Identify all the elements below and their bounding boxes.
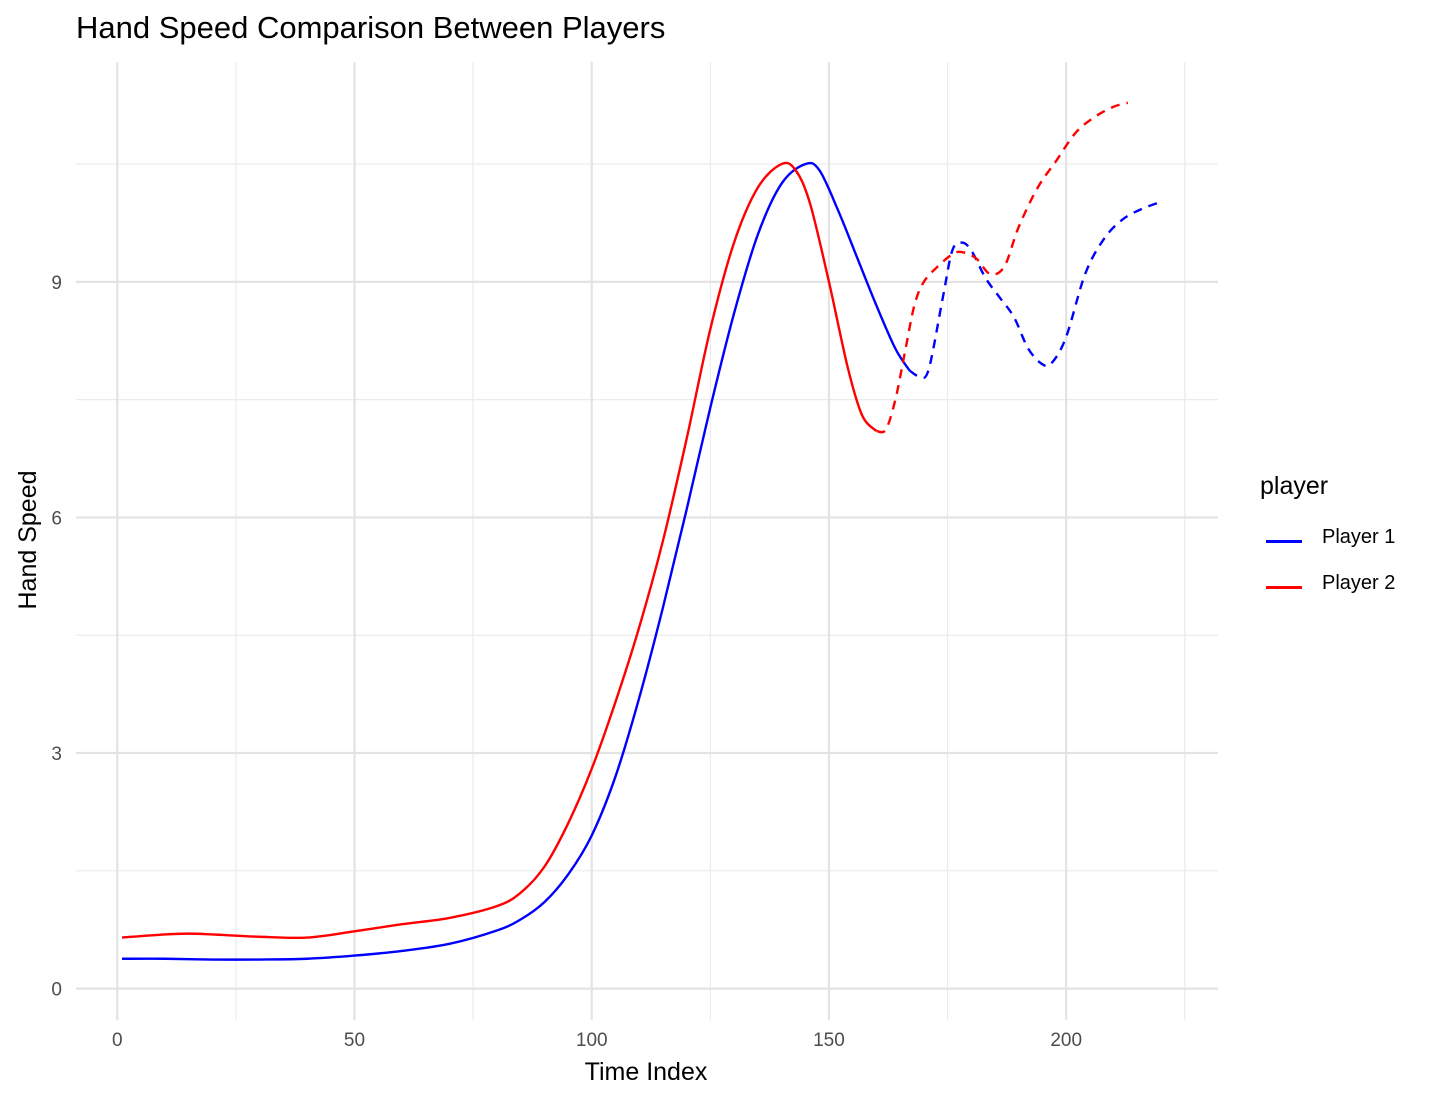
major-gridlines [76, 62, 1218, 1020]
legend: player Player 1 Player 2 [1260, 472, 1395, 615]
y-tick-label: 9 [51, 273, 62, 294]
x-tick-label: 100 [576, 1030, 608, 1051]
legend-item-player-1: Player 1 [1260, 523, 1395, 569]
x-tick-label: 0 [112, 1030, 123, 1051]
y-tick-label: 6 [51, 508, 62, 529]
series-line-player-1-solid [122, 161, 911, 961]
y-axis-ticks: 0 3 6 9 [51, 273, 62, 1001]
x-axis-title: Time Index [585, 1058, 708, 1086]
minor-gridlines [76, 62, 1218, 1020]
y-tick-label: 0 [51, 980, 62, 1001]
legend-label-player-1: Player 1 [1322, 526, 1396, 548]
x-tick-label: 50 [344, 1030, 365, 1051]
series-line-player-2-dashed [876, 101, 1129, 434]
y-tick-label: 3 [51, 744, 62, 765]
legend-swatch-player-2 [1266, 586, 1302, 589]
x-tick-label: 150 [813, 1030, 845, 1051]
series-line-player-2-solid [121, 161, 878, 940]
x-tick-label: 200 [1050, 1030, 1082, 1051]
y-axis-title: Hand Speed [14, 470, 42, 609]
chart-title: Hand Speed Comparison Between Players [76, 10, 666, 45]
legend-swatch-player-1 [1266, 540, 1302, 543]
x-axis-ticks: 0 50 100 150 200 [112, 1030, 1082, 1051]
legend-label-player-2: Player 2 [1322, 572, 1396, 594]
series-lines [121, 101, 1162, 961]
legend-item-player-2: Player 2 [1260, 569, 1395, 615]
legend-title: player [1260, 472, 1329, 500]
series-line-player-1-dashed [908, 200, 1162, 379]
